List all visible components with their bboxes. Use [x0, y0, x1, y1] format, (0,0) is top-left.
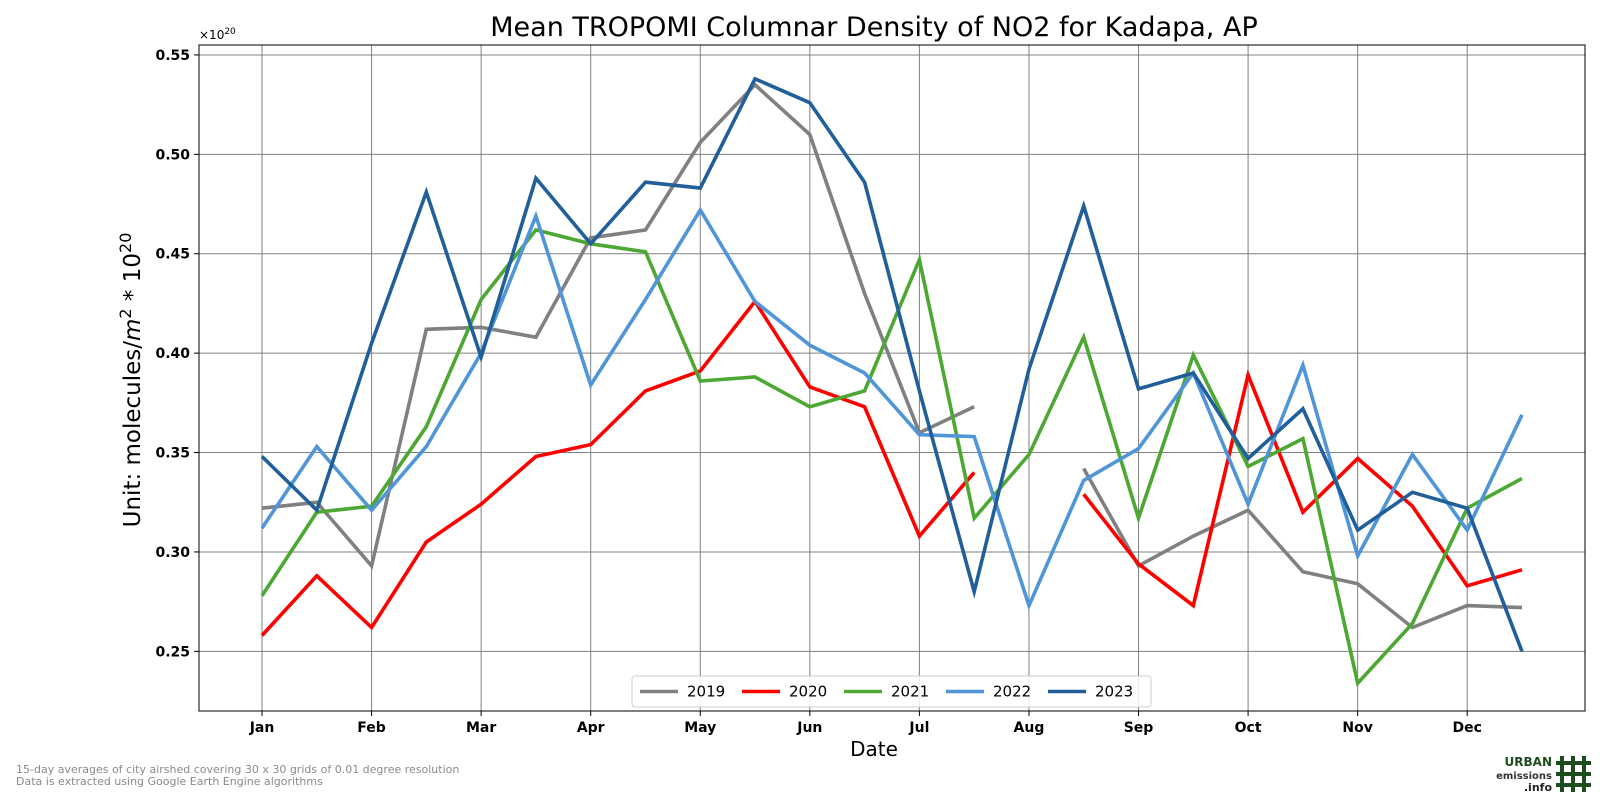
- series-2022: [260, 206, 1524, 611]
- legend-label-2020: 2020: [789, 683, 827, 701]
- urban-emissions-logo: URBAN emissions .info: [1496, 755, 1591, 794]
- y-tick-label: 0.25: [155, 644, 190, 660]
- x-tick-label: Aug: [1014, 720, 1045, 736]
- x-tick-label: Jul: [908, 720, 929, 736]
- plot-frame: [198, 44, 1586, 712]
- x-tick-label: Jun: [796, 720, 822, 736]
- legend-label-2019: 2019: [687, 683, 725, 701]
- y-tick-label: 0.45: [155, 247, 190, 263]
- series-2020: [260, 298, 1523, 637]
- series-lines: [260, 76, 1524, 687]
- footnote-line-1: 15-day averages of city airshed covering…: [16, 763, 460, 776]
- x-tick-label: May: [684, 720, 716, 736]
- y-tick-label: 0.40: [155, 346, 190, 362]
- legend-label-2021: 2021: [891, 683, 929, 701]
- x-axis-ticks: Jan Feb Mar Apr May Jun Jul Aug Sep Oct Nov Dec: [249, 711, 1482, 736]
- series-line-2019: [261, 82, 1523, 630]
- logo-word-emissions: emissions: [1496, 771, 1552, 782]
- y-tick-label: 0.35: [155, 446, 190, 462]
- series-line-2022: [260, 206, 1524, 611]
- y-axis-label: Unit: molecules/m2 * 1020: [116, 233, 146, 528]
- series-2021: [260, 227, 1523, 687]
- x-tick-label: Dec: [1453, 720, 1482, 736]
- footnote-line-2: Data is extracted using Google Earth Eng…: [16, 775, 323, 788]
- x-tick-label: Jan: [249, 720, 275, 736]
- legend: 2019 2020 2021 2022 2023: [631, 675, 1152, 708]
- series-2023: [260, 76, 1524, 653]
- y-tick-label: 0.30: [155, 545, 190, 561]
- chart-title: Mean TROPOMI Columnar Density of NO2 for…: [490, 12, 1257, 43]
- series-2019: [261, 82, 1523, 630]
- legend-label-2023: 2023: [1095, 683, 1133, 701]
- logo-grid-icon: [1556, 756, 1591, 792]
- series-line-2021: [260, 227, 1523, 687]
- y-offset-label: ×1020: [199, 27, 236, 42]
- y-tick-label: 0.55: [155, 48, 190, 64]
- logo-word-info: .info: [1524, 781, 1553, 794]
- y-axis-ticks: 0.25 0.30 0.35 0.40 0.45 0.50 0.55: [155, 48, 199, 660]
- x-tick-label: Sep: [1124, 720, 1154, 736]
- series-line-2020: [260, 298, 1523, 637]
- legend-box: [631, 675, 1152, 708]
- series-line-2023: [260, 76, 1524, 653]
- y-tick-label: 0.50: [155, 147, 190, 163]
- x-axis-label: Date: [850, 737, 898, 761]
- logo-word-urban: URBAN: [1505, 755, 1552, 769]
- legend-label-2022: 2022: [993, 683, 1031, 701]
- x-tick-label: Oct: [1235, 720, 1262, 736]
- x-tick-label: Apr: [577, 720, 605, 736]
- x-tick-label: Nov: [1342, 720, 1372, 736]
- x-tick-label: Feb: [357, 720, 386, 736]
- x-tick-label: Mar: [466, 720, 496, 736]
- gridlines: [199, 45, 1585, 711]
- y-offset-exponent: 20: [224, 27, 236, 37]
